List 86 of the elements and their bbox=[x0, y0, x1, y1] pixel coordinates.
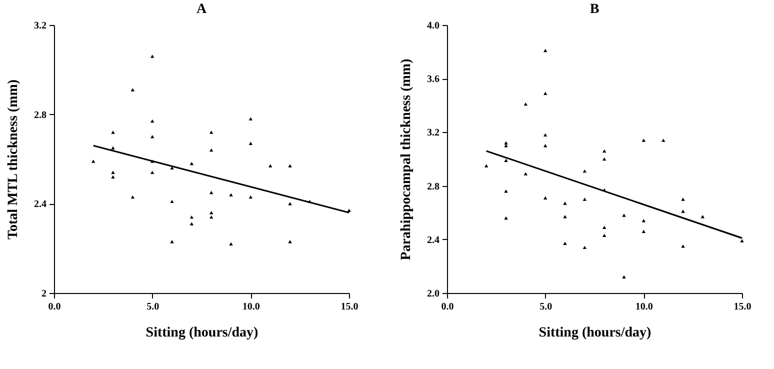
x-axis-title: Sitting (hours/day) bbox=[146, 326, 259, 340]
point bbox=[543, 92, 548, 95]
point bbox=[602, 226, 606, 229]
point bbox=[288, 240, 292, 244]
point bbox=[150, 119, 154, 123]
point bbox=[582, 246, 587, 250]
point bbox=[740, 239, 744, 242]
point bbox=[268, 164, 272, 168]
point bbox=[170, 200, 174, 204]
y-axis-title: Parahippocampal thickness (mm) bbox=[399, 58, 414, 260]
point bbox=[111, 170, 115, 174]
point bbox=[543, 144, 548, 148]
point bbox=[288, 202, 292, 206]
point bbox=[661, 138, 666, 142]
point bbox=[229, 193, 233, 196]
point bbox=[111, 130, 115, 134]
point bbox=[111, 175, 115, 178]
y-tick-label: 2.0 bbox=[427, 288, 440, 300]
point bbox=[484, 164, 488, 168]
point bbox=[524, 102, 528, 106]
point bbox=[248, 195, 253, 199]
x-tick-label: 15.0 bbox=[734, 302, 752, 312]
point bbox=[288, 164, 292, 168]
point bbox=[111, 146, 115, 150]
point bbox=[91, 160, 96, 163]
x-tick-label: 0.0 bbox=[441, 302, 454, 312]
point bbox=[642, 138, 646, 142]
point bbox=[582, 169, 587, 173]
point bbox=[700, 215, 705, 218]
x-tick-label: 10.0 bbox=[242, 302, 260, 312]
point bbox=[504, 190, 508, 193]
y-tick-label: 2 bbox=[42, 288, 46, 300]
x-tick-label: 0.0 bbox=[48, 302, 61, 312]
point bbox=[190, 215, 194, 219]
point bbox=[602, 157, 606, 161]
y-axis-title: Total MTL thickness (mm) bbox=[6, 79, 21, 240]
point bbox=[209, 215, 214, 219]
y-tick-label: 3.2 bbox=[34, 20, 46, 32]
point bbox=[190, 222, 194, 226]
y-tick-label: 2.8 bbox=[427, 181, 440, 192]
x-tick-label: 15.0 bbox=[340, 302, 358, 312]
point bbox=[602, 149, 606, 153]
x-tick-label: 10.0 bbox=[635, 302, 653, 312]
point bbox=[622, 275, 626, 279]
y-tick-label: 3.6 bbox=[427, 74, 440, 86]
point bbox=[229, 242, 233, 246]
y-tick-label: 2.4 bbox=[34, 199, 46, 210]
point bbox=[543, 48, 548, 52]
point bbox=[582, 198, 587, 201]
point bbox=[209, 210, 214, 214]
chart-title: B bbox=[590, 2, 600, 17]
point bbox=[504, 158, 508, 162]
point bbox=[524, 172, 528, 176]
point bbox=[150, 170, 154, 174]
point bbox=[563, 242, 567, 246]
y-tick-label: 2.8 bbox=[34, 110, 46, 121]
point bbox=[248, 117, 253, 120]
x-axis-title: Sitting (hours/day) bbox=[538, 326, 652, 340]
point bbox=[150, 54, 154, 58]
point bbox=[642, 230, 646, 233]
y-tick-label: 3.2 bbox=[427, 128, 440, 139]
point bbox=[642, 219, 646, 222]
point bbox=[543, 196, 548, 200]
point bbox=[170, 240, 174, 244]
x-tick-label: 5.0 bbox=[146, 302, 160, 312]
point bbox=[622, 214, 626, 217]
point bbox=[130, 195, 135, 199]
point bbox=[681, 210, 685, 213]
point bbox=[681, 198, 685, 201]
point bbox=[130, 88, 135, 92]
point bbox=[504, 216, 508, 220]
point bbox=[209, 190, 214, 194]
y-tick-label: 4.0 bbox=[427, 20, 440, 32]
point bbox=[248, 142, 253, 145]
point bbox=[602, 234, 606, 237]
y-tick-label: 2.4 bbox=[427, 234, 440, 246]
point bbox=[209, 130, 214, 134]
point bbox=[150, 135, 154, 138]
point bbox=[170, 166, 174, 170]
x-tick-label: 5.0 bbox=[540, 302, 552, 312]
point bbox=[190, 162, 194, 166]
chart-title: A bbox=[196, 2, 208, 17]
point bbox=[504, 141, 508, 145]
point bbox=[209, 148, 214, 152]
point bbox=[563, 202, 567, 205]
point bbox=[543, 133, 548, 136]
